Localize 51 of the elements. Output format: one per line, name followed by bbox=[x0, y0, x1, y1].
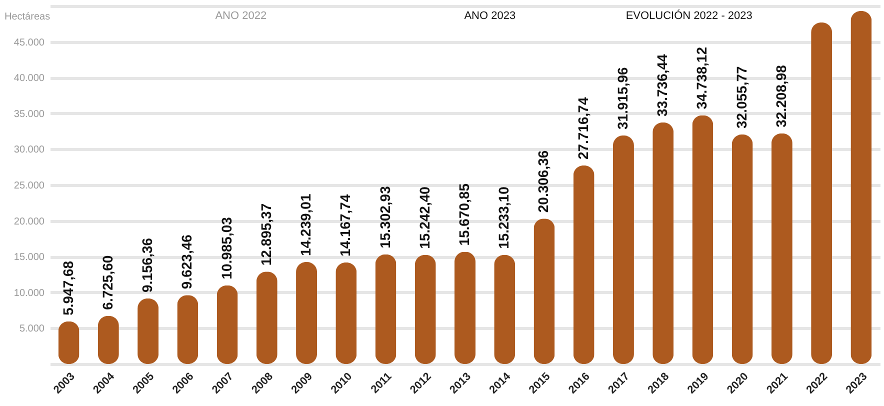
bar bbox=[652, 122, 674, 364]
bar bbox=[414, 254, 436, 364]
bar bbox=[296, 262, 318, 364]
data-label: 15.302,93 bbox=[376, 186, 393, 248]
data-label: 9.156,36 bbox=[139, 238, 156, 292]
bar bbox=[573, 166, 594, 364]
data-label: 27.716,74 bbox=[574, 97, 591, 160]
data-label: 14.239,01 bbox=[298, 194, 314, 256]
data-label: 6.725,60 bbox=[99, 255, 116, 310]
data-label: 33.736,44 bbox=[654, 54, 670, 116]
bar bbox=[336, 262, 357, 364]
data-label: 32.208,98 bbox=[772, 64, 789, 128]
bar bbox=[216, 285, 238, 364]
y-tick-label: 10.000 bbox=[14, 288, 45, 299]
data-label: 31.915,96 bbox=[614, 66, 630, 130]
bar bbox=[177, 295, 198, 364]
y-tick-label: 30.000 bbox=[14, 144, 45, 156]
annotation: ANO 2023 bbox=[464, 10, 516, 22]
bar bbox=[375, 254, 396, 364]
y-tick-label: 25.000 bbox=[14, 180, 45, 192]
data-label: 12.895,37 bbox=[258, 203, 274, 266]
data-label: 5.947,68 bbox=[60, 260, 76, 316]
y-tick-label: 45.000 bbox=[14, 37, 45, 48]
y-tick-label: 20.000 bbox=[14, 216, 45, 228]
annotation: EVOLUCIÓN 2022 - 2023 bbox=[626, 9, 752, 22]
y-tick-label: 35.000 bbox=[14, 108, 45, 120]
bar bbox=[494, 254, 516, 364]
y-tick-label: 15.000 bbox=[14, 252, 45, 264]
annotation: ANO 2022 bbox=[215, 10, 267, 22]
bar bbox=[850, 11, 872, 364]
bar bbox=[771, 133, 792, 364]
data-label: 32.055,77 bbox=[733, 66, 750, 128]
bar bbox=[692, 115, 714, 364]
data-label: 10.985,03 bbox=[218, 216, 234, 280]
bar bbox=[612, 135, 634, 364]
data-label: 15.233,10 bbox=[496, 186, 512, 249]
bar bbox=[256, 272, 278, 364]
bar bbox=[732, 134, 753, 364]
data-label: 15.670,85 bbox=[456, 183, 472, 246]
bar bbox=[811, 22, 832, 364]
bar bbox=[534, 218, 555, 364]
bar bbox=[138, 298, 159, 364]
data-label: 14.167,74 bbox=[337, 194, 354, 257]
bar bbox=[454, 252, 476, 364]
y-tick-label: 40.000 bbox=[14, 73, 45, 84]
data-label: 34.738,12 bbox=[694, 46, 710, 110]
data-label: 9.623,46 bbox=[178, 234, 195, 290]
data-label: 15.242,40 bbox=[416, 186, 432, 249]
y-axis-title: Hectáreas bbox=[4, 12, 50, 22]
data-label: 20.306,36 bbox=[535, 150, 552, 213]
y-tick-label: 5.000 bbox=[19, 324, 45, 335]
